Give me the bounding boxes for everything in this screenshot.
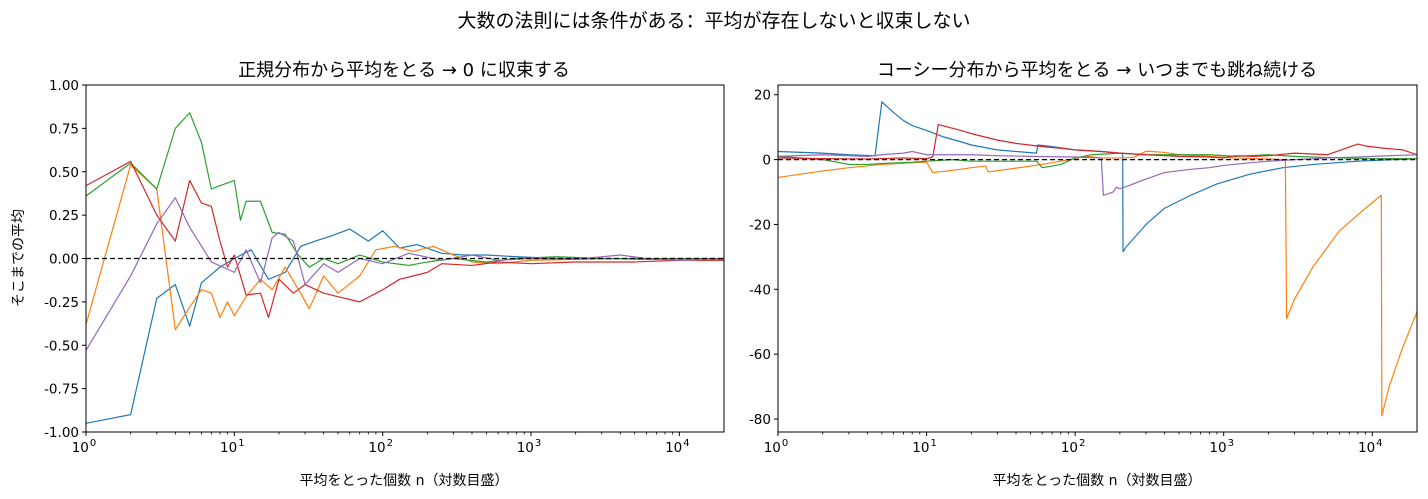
cauchy-panel: コーシー分布から平均をとる → いつまでも跳ね続ける 平均をとった個数 n（対数… [749, 60, 1418, 489]
normal-ytick-label: 0.75 [49, 121, 79, 137]
normal-xtick-label: 101 [220, 438, 245, 456]
cauchy-ytick-label: 0 [762, 153, 771, 169]
normal-ytick-label: -0.75 [44, 382, 79, 398]
cauchy-series-line-3 [778, 152, 1417, 169]
cauchy-axes-frame [777, 84, 1418, 433]
cauchy-xtick-label: 104 [1358, 438, 1383, 456]
normal-panel-title: 正規分布から平均をとる → 0 に収束する [238, 60, 570, 81]
normal-series-line-5 [86, 197, 724, 351]
normal-series-line-3 [86, 112, 724, 268]
cauchy-series-group [778, 101, 1417, 417]
cauchy-series-line-2 [778, 150, 1417, 417]
cauchy-panel-title: コーシー分布から平均をとる → いつまでも跳ね続ける [877, 60, 1317, 81]
figure-suptitle: 大数の法則には条件がある：平均が存在しないと収束しない [457, 10, 970, 32]
normal-xtick-label: 103 [517, 438, 542, 456]
normal-ytick-label: -0.50 [44, 338, 79, 354]
cauchy-ytick-label: 20 [754, 88, 771, 104]
cauchy-ytick-label: -60 [749, 347, 771, 363]
cauchy-xtick-label: 103 [1209, 438, 1234, 456]
normal-xtick-label: 104 [665, 438, 690, 456]
cauchy-ytick-label: -40 [749, 282, 771, 298]
cauchy-series-line-4 [778, 123, 1417, 160]
normal-panel: 正規分布から平均をとる → 0 に収束する 平均をとった個数 n（対数目盛） そ… [11, 60, 725, 489]
cauchy-xtick-label: 100 [764, 438, 789, 456]
cauchy-xtick-label: 101 [912, 438, 937, 456]
normal-series-line-2 [86, 164, 724, 331]
cauchy-series-line-1 [778, 101, 1417, 253]
cauchy-ytick-label: -80 [749, 412, 771, 428]
normal-xtick-label: 102 [368, 438, 393, 456]
normal-ytick-label: -0.25 [44, 295, 79, 311]
normal-panel-xlabel: 平均をとった個数 n（対数目盛） [300, 473, 509, 489]
normal-ytick-label: -1.00 [44, 425, 79, 441]
normal-ytick-label: 1.00 [49, 78, 79, 94]
normal-xtick-label: 100 [72, 438, 97, 456]
normal-panel-ylabel: そこまでの平均 [11, 209, 27, 307]
cauchy-panel-xlabel: 平均をとった個数 n（対数目盛） [993, 473, 1202, 489]
cauchy-ytick-label: -20 [749, 217, 771, 233]
cauchy-series-line-5 [778, 150, 1417, 196]
normal-series-line-4 [86, 160, 724, 319]
normal-series-group [86, 112, 724, 424]
cauchy-xtick-label: 102 [1061, 438, 1086, 456]
normal-ytick-label: 0.50 [49, 165, 79, 181]
normal-ytick-label: 0.25 [49, 208, 79, 224]
normal-ytick-label: 0.00 [49, 252, 79, 268]
